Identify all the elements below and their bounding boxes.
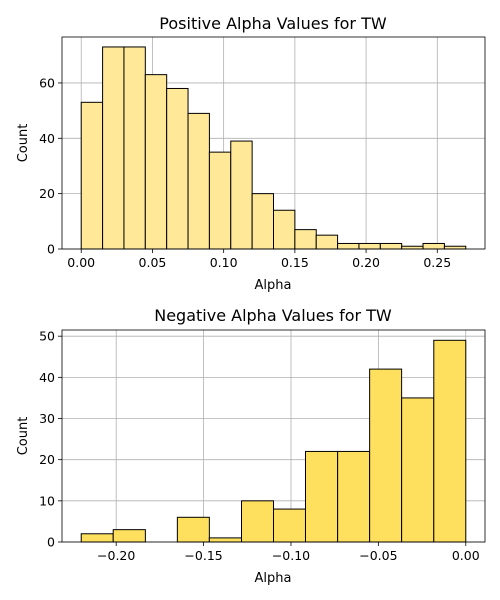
plot-frame (61, 36, 486, 250)
histogram-bar (443, 245, 467, 250)
x-tick-label: 0.15 (281, 255, 309, 270)
y-tick-label: 0 (47, 535, 55, 550)
y-axis-label: Count (16, 417, 31, 456)
histogram-bar (176, 516, 210, 543)
histogram-bar (273, 209, 296, 250)
x-tick-label: −0.15 (184, 548, 222, 563)
negative-alpha-histogram: Negative Alpha Values for TW Alpha Count… (16, 306, 486, 586)
chart-title: Negative Alpha Values for TW (154, 306, 392, 325)
x-tick-label: 0.05 (139, 255, 167, 270)
y-axis-label: Count (16, 124, 31, 163)
x-tick-label: 0.25 (423, 255, 451, 270)
histogram-bar (294, 229, 317, 250)
histogram-bar (337, 450, 371, 543)
x-axis-label: Alpha (255, 571, 292, 586)
histogram-bar (80, 101, 104, 250)
histogram-bar (230, 140, 253, 250)
histogram-bar (208, 537, 243, 543)
histogram-bar (123, 46, 146, 250)
x-tick-label: 0.00 (452, 548, 480, 563)
y-tick-label: 50 (39, 329, 55, 344)
histogram-bar (241, 500, 275, 543)
histogram-bar (166, 87, 189, 250)
histogram-bar (369, 368, 403, 543)
chart-title: Positive Alpha Values for TW (159, 14, 387, 33)
histogram-bar (337, 242, 360, 250)
histogram-bar (315, 234, 339, 250)
y-tick-label: 60 (39, 75, 55, 90)
y-tick-label: 30 (39, 411, 55, 426)
histogram-bar (144, 74, 168, 250)
x-tick-label: −0.20 (97, 548, 135, 563)
x-tick-label: −0.10 (272, 548, 310, 563)
histogram-bar (273, 508, 306, 543)
plot-frame (61, 329, 486, 543)
histogram-bar (304, 450, 339, 543)
histogram-bar (433, 339, 467, 543)
x-axis-label: Alpha (255, 278, 292, 293)
x-tick-label: 0.20 (352, 255, 380, 270)
positive-alpha-histogram: Positive Alpha Values for TW Alpha Count… (16, 14, 486, 293)
y-tick-label: 40 (39, 370, 55, 385)
histogram-bar (102, 46, 125, 250)
histogram-bar (251, 193, 275, 250)
histogram-bar (187, 112, 210, 250)
histogram-bar (208, 151, 232, 250)
y-tick-label: 0 (47, 242, 55, 257)
x-tick-label: −0.05 (359, 548, 397, 563)
histogram-bar (112, 529, 146, 543)
x-tick-label: 0.10 (210, 255, 238, 270)
histogram-bar (401, 245, 424, 250)
histogram-bar (379, 242, 403, 250)
y-tick-label: 10 (39, 493, 55, 508)
x-tick-label: 0.00 (67, 255, 95, 270)
y-tick-label: 20 (39, 186, 55, 201)
histogram-bar (80, 533, 114, 543)
histogram-bar (422, 242, 445, 250)
y-tick-label: 40 (39, 131, 55, 146)
histogram-bar (358, 242, 381, 250)
histogram-bar (401, 397, 435, 543)
y-tick-label: 20 (39, 452, 55, 467)
